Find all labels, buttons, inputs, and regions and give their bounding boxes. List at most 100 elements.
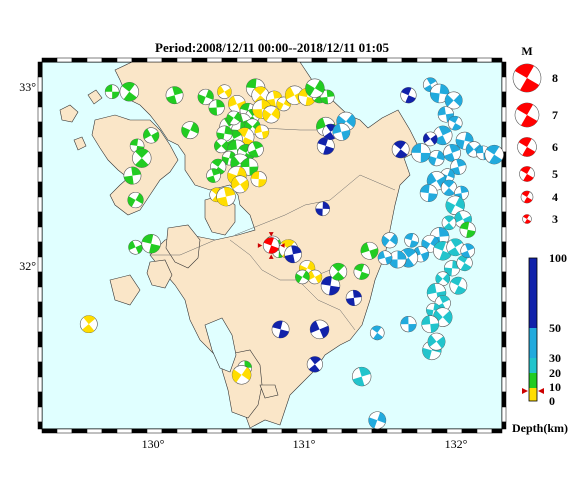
frame-bar-bottom — [161, 428, 178, 434]
depth-legend-title: Depth(km) — [512, 421, 568, 435]
frame-bar-top — [251, 57, 268, 63]
frame-bar-top — [206, 57, 223, 63]
frame-bar-right — [501, 106, 507, 123]
frame-bar-top — [386, 57, 403, 63]
event-beachball — [309, 319, 330, 340]
frame-bar-top — [356, 57, 373, 63]
event-beachball — [271, 320, 290, 339]
event-beachball — [345, 289, 362, 307]
event-beachball — [307, 269, 323, 285]
frame-bar-left — [37, 406, 43, 423]
depth-tick-50: 50 — [549, 321, 561, 335]
frame-bar-bottom — [341, 428, 358, 434]
event-beachball — [459, 221, 476, 238]
frame-bar-left — [37, 301, 43, 318]
frame-bar-top — [191, 57, 208, 63]
event-markers — [79, 77, 504, 430]
event-beachball — [449, 276, 468, 295]
frame-bar-top — [371, 57, 388, 63]
event-beachball — [388, 250, 407, 269]
event-beachball — [141, 234, 161, 254]
event-beachball — [460, 243, 475, 259]
event-beachball — [391, 140, 410, 159]
frame-bar-left — [37, 211, 43, 228]
mag-label-7: 7 — [552, 108, 558, 122]
frame-bar-top — [56, 57, 73, 63]
frame-bar-top — [71, 57, 88, 63]
event-beachball — [429, 83, 450, 104]
frame-bar-bottom — [446, 428, 463, 434]
frame-bar-left — [37, 226, 43, 243]
depth-tick-20: 20 — [549, 366, 561, 380]
event-beachball — [250, 170, 267, 188]
event-beachball — [446, 238, 465, 257]
frame-bar-right — [501, 301, 507, 318]
frame-bar-top — [116, 57, 133, 63]
frame-bar-bottom — [131, 428, 148, 434]
frame-bar-right — [501, 61, 507, 78]
depth-colorbar: 100 50 30 20 10 0 Depth(km) — [512, 251, 568, 435]
frame-bar-right — [501, 376, 507, 393]
frame-bar-left — [37, 316, 43, 333]
event-beachball — [351, 366, 372, 387]
frame-bar-left — [37, 61, 43, 78]
axis-labels: 130° 131° 132° 33° 32° — [19, 80, 467, 451]
frame-bar-right — [501, 391, 507, 408]
event-beachball — [353, 263, 370, 280]
frame-bar-right — [501, 181, 507, 198]
event-beachball — [315, 201, 330, 217]
frame-bar-bottom — [206, 428, 223, 434]
lon-tick-131: 131° — [293, 437, 316, 451]
frame-bar-top — [401, 57, 418, 63]
event-beachball — [226, 110, 242, 126]
frame-bar-top — [416, 57, 433, 63]
latest-event-pointer — [268, 232, 274, 237]
mag-label-5: 5 — [552, 167, 558, 181]
chart-title: Period:2008/12/11 00:00--2018/12/11 01:0… — [155, 40, 389, 55]
event-beachball — [262, 105, 281, 124]
frame-bar-top — [461, 57, 478, 63]
magnitude-legend-ball-6 — [517, 137, 537, 157]
mag-label-4: 4 — [552, 190, 558, 204]
magnitude-legend-symbols — [512, 63, 542, 224]
lon-tick-130: 130° — [142, 437, 165, 451]
frame-bar-left — [37, 106, 43, 123]
event-beachball — [412, 246, 430, 263]
event-beachball — [132, 148, 152, 168]
frame-bar-top — [86, 57, 103, 63]
frame-bar-bottom — [176, 428, 193, 434]
frame-bar-right — [501, 331, 507, 348]
frame-bar-bottom — [71, 428, 88, 434]
magnitude-legend-ball-8 — [512, 63, 542, 93]
magnitude-legend-ball-7 — [514, 102, 540, 128]
event-beachball — [404, 232, 419, 248]
frame-bar-bottom — [236, 428, 253, 434]
frame-bar-right — [501, 91, 507, 108]
event-beachball — [254, 124, 270, 140]
event-beachball — [381, 232, 398, 249]
frame-bar-top — [131, 57, 148, 63]
event-beachball — [305, 78, 325, 98]
frame-bar-right — [501, 256, 507, 273]
frame-bar-right — [501, 286, 507, 303]
event-beachball — [427, 332, 446, 351]
frame-bar-bottom — [101, 428, 118, 434]
event-beachball — [419, 184, 438, 202]
latest-event-marker — [257, 232, 285, 259]
event-beachball — [484, 144, 504, 165]
event-beachball — [231, 175, 249, 194]
frame-bar-top — [266, 57, 283, 63]
frame-bar-bottom — [311, 428, 328, 434]
event-beachball — [329, 262, 348, 281]
event-beachball — [217, 84, 232, 100]
frame-bar-right — [501, 241, 507, 258]
frame-bar-right — [501, 361, 507, 378]
mag-label-3: 3 — [552, 212, 558, 226]
event-beachball — [441, 215, 457, 231]
frame-bar-right — [501, 196, 507, 213]
magnitude-legend-ball-3 — [522, 214, 532, 224]
event-beachball — [123, 166, 142, 185]
frame-bar-right — [501, 136, 507, 153]
event-beachball — [400, 316, 417, 333]
frame-bar-bottom — [401, 428, 418, 434]
